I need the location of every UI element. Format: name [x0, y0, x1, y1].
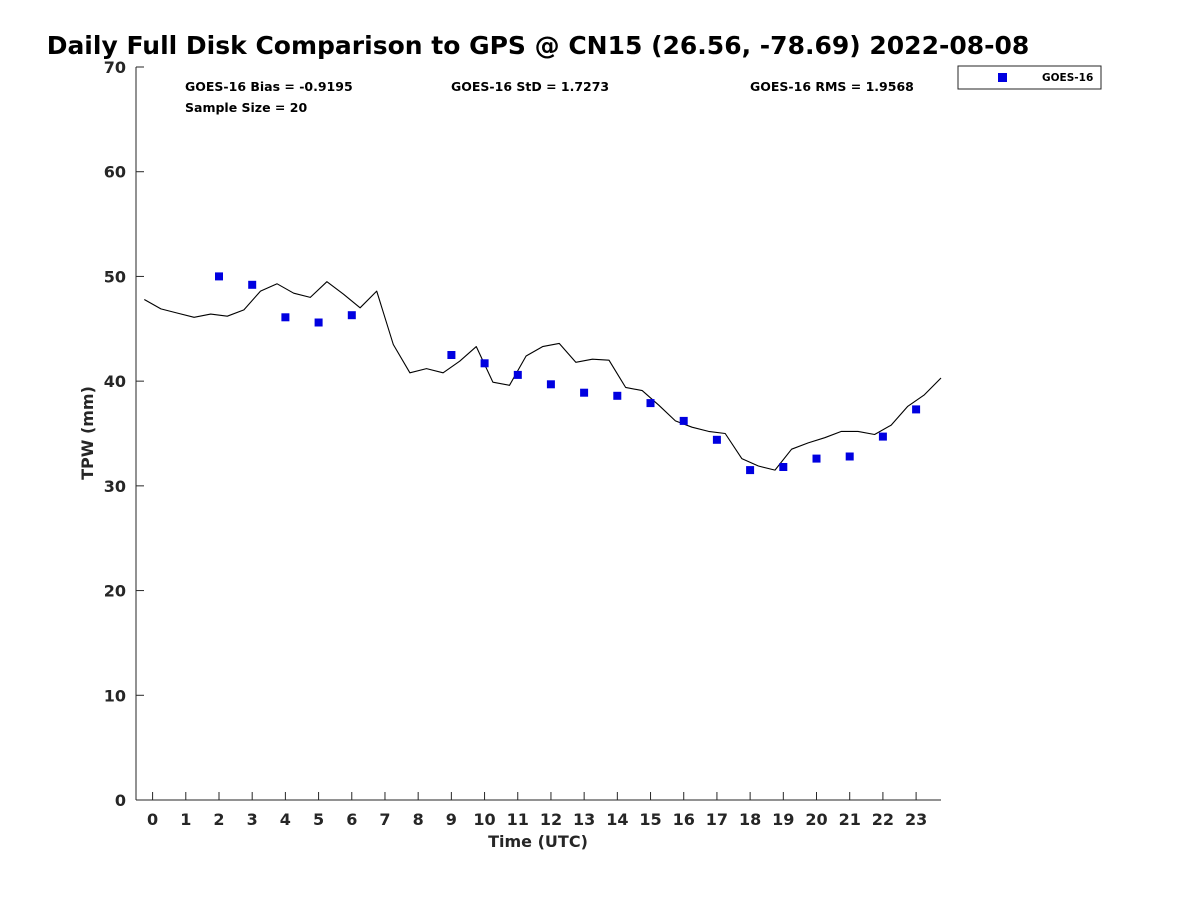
sample-size-stat: Sample Size = 20 [185, 100, 307, 115]
x-tick-label: 21 [839, 810, 861, 829]
goes-16-point [679, 416, 688, 425]
x-tick-label: 6 [346, 810, 357, 829]
legend-marker-goes-16 [998, 73, 1007, 82]
chart-title: Daily Full Disk Comparison to GPS @ CN15… [47, 31, 1030, 60]
y-tick-label: 40 [104, 372, 126, 391]
legend: GOES-16 [957, 65, 1102, 90]
goes-16-point [845, 452, 854, 461]
y-tick-label: 0 [115, 791, 126, 810]
y-axis-label: TPW (mm) [78, 386, 97, 480]
y-tick-label: 50 [104, 267, 126, 286]
x-tick-label: 19 [772, 810, 794, 829]
gps-line [144, 281, 942, 471]
goes-16-point [878, 432, 887, 441]
goes-16-point [812, 454, 821, 463]
x-tick-label: 9 [446, 810, 457, 829]
x-tick-label: 18 [739, 810, 761, 829]
x-tick-label: 12 [540, 810, 562, 829]
goes-16-point [248, 280, 257, 289]
y-tick-label: 30 [104, 477, 126, 496]
goes-16-point [480, 359, 489, 368]
x-tick-label: 23 [905, 810, 927, 829]
goes-16-point [580, 388, 589, 397]
y-tick-label: 60 [104, 163, 126, 182]
goes-16-point [746, 466, 755, 475]
x-tick-label: 1 [180, 810, 191, 829]
y-tick-label: 20 [104, 582, 126, 601]
x-tick-label: 2 [213, 810, 224, 829]
goes-16-point [613, 391, 622, 400]
y-tick-label: 70 [104, 58, 126, 77]
x-tick-label: 13 [573, 810, 595, 829]
goes-16-point [215, 272, 223, 281]
goes-16-point [712, 435, 721, 444]
x-tick-label: 10 [473, 810, 495, 829]
y-tick-label: 10 [104, 686, 126, 705]
goes-16-point [281, 313, 290, 322]
x-tick-label: 0 [147, 810, 158, 829]
x-tick-label: 5 [313, 810, 324, 829]
x-tick-label: 16 [673, 810, 695, 829]
goes-16-point [347, 311, 356, 320]
goes-16-point [447, 351, 456, 359]
goes-16-point [912, 405, 921, 414]
x-tick-label: 14 [606, 810, 628, 829]
goes-16-point [779, 463, 788, 471]
bias-stat: GOES-16 Bias = -0.9195 [185, 79, 353, 94]
x-tick-label: 8 [413, 810, 424, 829]
x-tick-label: 4 [280, 810, 291, 829]
x-tick-label: 17 [706, 810, 728, 829]
std-stat: GOES-16 StD = 1.7273 [451, 79, 609, 94]
x-tick-label: 22 [872, 810, 894, 829]
x-tick-label: 15 [639, 810, 661, 829]
goes-16-point [646, 399, 655, 408]
x-axis-label: Time (UTC) [488, 832, 588, 851]
x-tick-label: 3 [247, 810, 258, 829]
rms-stat: GOES-16 RMS = 1.9568 [750, 79, 914, 94]
goes-16-point [513, 370, 522, 379]
goes-16-point [314, 318, 323, 327]
x-tick-label: 7 [379, 810, 390, 829]
legend-box [957, 65, 1102, 90]
x-tick-label: 20 [805, 810, 827, 829]
goes-16-point [546, 380, 555, 389]
legend-label-goes-16: GOES-16 [1042, 72, 1093, 84]
x-tick-label: 11 [507, 810, 529, 829]
